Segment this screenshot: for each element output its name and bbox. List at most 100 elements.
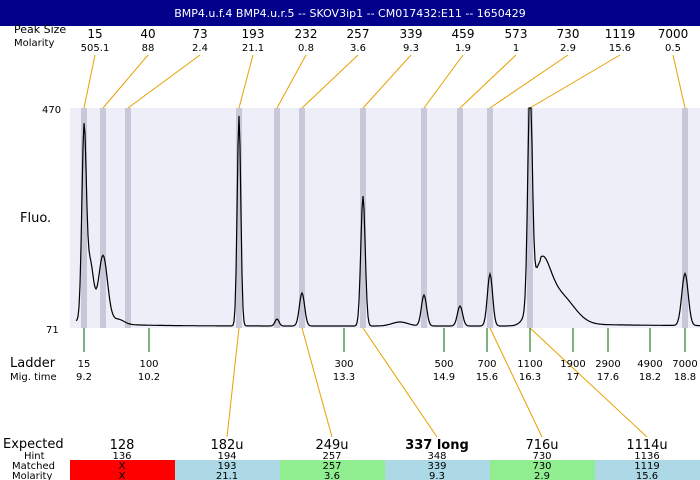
peak-leader-line-8 (459, 54, 517, 109)
mig-time-label: Mig. time (10, 372, 57, 383)
expected-label-3: 337 long (405, 438, 469, 453)
fluorescence-trace (75, 107, 700, 327)
peak-molarity-4: 0.8 (298, 43, 314, 54)
expected-molarity-1: 21.1 (216, 471, 238, 480)
expected-molarity-5: 15.6 (636, 471, 658, 480)
peak-leader-line-2 (127, 54, 201, 109)
ladder-time-6: 17 (567, 372, 580, 383)
peak-size-2: 73 (192, 27, 207, 41)
expected-label-5: 1114u (626, 438, 667, 453)
ladder-size-5: 1100 (517, 359, 542, 370)
expected-label: Expected (3, 437, 64, 452)
expected-molarity-0: X (119, 471, 126, 480)
expected-label-4: 716u (525, 438, 558, 453)
ladder-time-3: 14.9 (433, 372, 455, 383)
expected-cell-3 (385, 460, 490, 480)
peak-leader-line-3 (238, 54, 254, 109)
peak-leader-line-4 (276, 54, 307, 109)
expected-cell-1 (175, 460, 280, 480)
ladder-time-0: 9.2 (76, 372, 92, 383)
fluo-axis-label: Fluo. (20, 211, 51, 226)
peak-size-0: 15 (87, 27, 102, 41)
peak-molarity-10: 15.6 (609, 43, 631, 54)
peak-band-7 (421, 108, 427, 328)
expected-matched-1: 193 (217, 461, 236, 472)
peak-size-10: 1119 (605, 27, 636, 41)
ladder-time-8: 18.2 (639, 372, 661, 383)
peak-band-11 (682, 108, 688, 328)
peak-size-8: 573 (505, 27, 528, 41)
ladder-time-2: 13.3 (333, 372, 355, 383)
peak-size-1: 40 (140, 27, 155, 41)
expected-hint-2: 257 (322, 451, 341, 462)
peak-leader-line-10 (529, 54, 621, 109)
peak-band-3 (236, 108, 242, 328)
ladder-markers: 15 9.2 100 10.2 300 13.3 500 14.9 700 15.6 1100 16.… (76, 328, 698, 383)
peak-band-6 (360, 108, 366, 328)
peak-molarity-6: 9.3 (403, 43, 419, 54)
ladder-time-1: 10.2 (138, 372, 160, 383)
peak-size-7: 459 (452, 27, 475, 41)
molarity-label: Molarity (14, 38, 54, 49)
expected-matched-2: 257 (322, 461, 341, 472)
ladder-time-4: 15.6 (476, 372, 498, 383)
ladder-size-2: 300 (334, 359, 353, 370)
ladder-label: Ladder (10, 356, 56, 371)
peak-size-4: 232 (295, 27, 318, 41)
y-tick-bottom: 71 (46, 325, 59, 336)
expected-hint-4: 730 (532, 451, 551, 462)
expected-matched-4: 730 (532, 461, 551, 472)
peak-band-0 (81, 108, 87, 328)
y-tick-top: 470 (42, 105, 61, 116)
peak-molarity-5: 3.6 (350, 43, 366, 54)
ladder-size-9: 7000 (672, 359, 697, 370)
ladder-time-7: 17.6 (597, 372, 619, 383)
peak-size-11: 7000 (658, 27, 689, 41)
connector-line-0 (226, 327, 240, 438)
peak-size-9: 730 (557, 27, 580, 41)
peak-band-1 (100, 108, 106, 328)
peak-band-4 (274, 108, 280, 328)
expected-label-0: 128 (110, 438, 135, 453)
peak-molarity-9: 2.9 (560, 43, 576, 54)
peak-size-label: Peak Size (14, 23, 66, 36)
peak-band-10 (527, 108, 533, 328)
peak-size-3: 193 (242, 27, 265, 41)
expected-cell-2 (280, 460, 385, 480)
expected-molarity-2: 3.6 (324, 471, 340, 480)
header-bar (0, 0, 700, 26)
peak-band-5 (299, 108, 305, 328)
peak-molarity-1: 88 (142, 43, 155, 54)
ladder-time-5: 16.3 (519, 372, 541, 383)
peak-molarity-2: 2.4 (192, 43, 208, 54)
peak-molarity-0: 505.1 (81, 43, 110, 54)
connector-line-1 (301, 327, 333, 438)
peak-leader-line-0 (83, 54, 96, 109)
ladder-size-8: 4900 (637, 359, 662, 370)
expected-matched-0: X (119, 461, 126, 472)
expected-label-1: 182u (210, 438, 243, 453)
ladder-size-3: 500 (434, 359, 453, 370)
expected-cell-4 (490, 460, 595, 480)
peak-leader-line-9 (489, 54, 569, 109)
expected-hint-5: 1136 (634, 451, 659, 462)
peak-band-9 (487, 108, 493, 328)
connector-line-2 (362, 327, 438, 438)
expected-hint-0: 136 (112, 451, 131, 462)
expected-cell-0 (70, 460, 175, 480)
peak-bands (81, 108, 688, 328)
expected-matched-5: 1119 (634, 461, 659, 472)
ladder-size-1: 100 (139, 359, 158, 370)
peak-leader-line-6 (362, 54, 412, 109)
peak-molarity-3: 21.1 (242, 43, 264, 54)
ladder-size-7: 2900 (595, 359, 620, 370)
ladder-size-6: 1900 (560, 359, 585, 370)
peak-leader-line-7 (423, 54, 464, 109)
plot-area (70, 108, 700, 328)
expected-cell-5 (595, 460, 700, 480)
ladder-size-0: 15 (78, 359, 91, 370)
peak-leader-line-1 (102, 54, 149, 109)
peak-band-2 (125, 108, 131, 328)
